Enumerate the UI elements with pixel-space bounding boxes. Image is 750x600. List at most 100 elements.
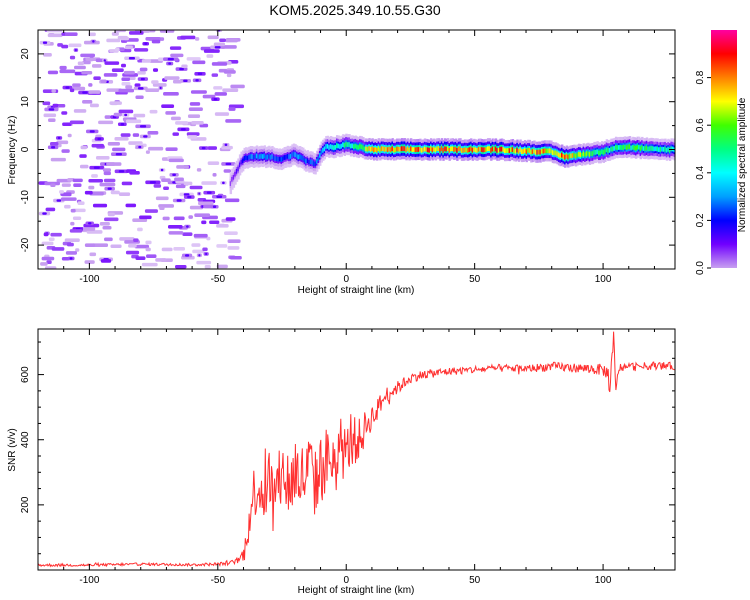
- spectrogram-y-axis-title: Frequency (Hz): [7, 116, 18, 185]
- spectrogram-track-cell: [477, 146, 481, 152]
- spectrogram-noise-cell: [181, 64, 188, 69]
- spectrogram-track-cell: [431, 147, 434, 153]
- spectrogram-track-cell: [389, 147, 393, 153]
- spectrogram-noise-core: [149, 181, 156, 184]
- spectrogram-track-cell: [457, 146, 461, 152]
- spectrogram-noise-cell: [187, 114, 201, 118]
- spectrogram-track-cell: [599, 150, 602, 156]
- spectrogram-track-cell: [514, 148, 518, 154]
- spectrogram-noise-cell: [182, 232, 193, 236]
- spectrogram-track-cell: [248, 154, 251, 160]
- spectrogram-noise-cell: [77, 201, 85, 205]
- spectrogram-noise-cell: [61, 149, 70, 153]
- spectrogram-noise-core: [124, 113, 128, 117]
- spectrogram-noise-cell: [186, 132, 200, 136]
- spectrogram-track-cell: [485, 147, 488, 152]
- spectrogram-noise-core: [51, 146, 56, 149]
- spectrogram-track-cell: [547, 148, 550, 154]
- spectrogram-track-cell: [570, 153, 573, 159]
- snr-panel: -100 -50 0 50 100 200 400 600 Height of straig…: [7, 328, 676, 596]
- spectrogram-track-cell: [369, 146, 373, 152]
- spectrogram-track-cell: [540, 148, 544, 154]
- spectrogram-track-cell: [285, 154, 288, 160]
- spectrogram-noise-cell: [73, 183, 82, 187]
- spectrogram-track-cell: [386, 147, 390, 153]
- spectrogram-noise-cell: [172, 79, 182, 84]
- spectrogram-track-cell: [564, 154, 567, 160]
- spectrogram-noise-core: [183, 193, 190, 196]
- spectrogram-track-cell: [596, 149, 599, 155]
- spectrogram-noise-cell: [79, 154, 87, 158]
- spectrogram-noise-cell: [170, 116, 181, 121]
- spectrogram-noise-cell: [72, 208, 86, 213]
- spectrogram-noise-cell: [194, 213, 211, 217]
- spectrogram-noise-cell: [62, 122, 72, 127]
- spectrogram-noise-cell: [88, 32, 96, 37]
- spectrogram-track-cell: [490, 147, 493, 153]
- colorbar-ticks: 0.0 0.2 0.4 0.6 0.8: [695, 70, 711, 275]
- spectrogram-track-cell: [295, 153, 299, 159]
- spectrogram-track-cell: [302, 155, 305, 161]
- spectrogram-track-cell: [499, 146, 502, 152]
- spectrogram-noise-cell: [129, 31, 144, 35]
- spectrogram-track-cell: [319, 152, 322, 158]
- spectrogram-noise-cell: [196, 260, 212, 265]
- spectrogram-noise-cell: [123, 70, 135, 75]
- spectrogram-track-cell: [288, 154, 291, 160]
- spectrogram-noise-cell: [45, 207, 56, 212]
- spectrogram-track-cell: [642, 146, 646, 151]
- spectrogram-track-cell: [428, 147, 431, 153]
- spectrogram-track-cell: [359, 144, 362, 149]
- spectrogram-track-cell: [614, 144, 618, 150]
- spectrogram-noise-cell: [229, 255, 242, 260]
- spectrogram-noise-cell: [114, 136, 129, 141]
- spectrogram-noise-core: [75, 48, 77, 52]
- y-tick-label: 20: [20, 48, 31, 60]
- spectrogram-noise-cell: [74, 65, 86, 70]
- spectrogram-noise-cell: [128, 76, 136, 81]
- spectrogram-noise-core: [205, 252, 208, 256]
- spectrogram-noise-cell: [173, 216, 185, 221]
- spectrogram-noise-cell: [144, 209, 158, 213]
- spectrogram-noise-cell: [201, 220, 207, 225]
- spectrogram-noise-cell: [137, 71, 146, 75]
- snr-plot-frame: [37, 328, 676, 571]
- spectrogram-track-cell: [565, 153, 569, 159]
- spectrogram-track-cell: [443, 146, 447, 152]
- spectrogram-noise-cell: [113, 112, 123, 117]
- spectrogram-track-cell: [613, 146, 616, 151]
- spectrogram-noise-cell: [80, 53, 96, 58]
- spectrogram-noise-cell: [228, 107, 236, 111]
- spectrogram-noise-cell: [88, 90, 101, 94]
- spectrogram-track-cell: [445, 146, 448, 152]
- spectrogram-track-cell: [520, 149, 524, 154]
- spectrogram-track-cell: [577, 151, 581, 157]
- spectrogram-noise-core: [42, 41, 48, 44]
- y-tick-label: 0: [20, 146, 31, 152]
- y-tick-label: -20: [20, 237, 31, 252]
- spectrogram-signal-layer: [229, 133, 675, 195]
- spectrogram-track-cell: [329, 144, 333, 149]
- spectrogram-track-cell: [241, 158, 245, 164]
- spectrogram-noise-cell: [119, 237, 135, 241]
- spectrogram-track-cell: [439, 147, 442, 153]
- spectrogram-noise-core: [187, 195, 192, 199]
- spectrogram-track-cell: [531, 149, 535, 154]
- spectrogram-noise-core: [138, 145, 142, 149]
- spectrogram-noise-cell: [50, 157, 66, 162]
- spectrogram-noise-cell: [125, 119, 142, 124]
- spectrogram-track-cell: [480, 147, 484, 152]
- spectrogram-track-cell: [429, 146, 433, 152]
- spectrogram-track-cell: [654, 146, 658, 152]
- spectrogram-noise-cell: [147, 131, 159, 135]
- spectrogram-noise-cell: [135, 256, 146, 261]
- spectrogram-noise-core: [201, 205, 204, 208]
- spectrogram-noise-cell: [72, 86, 86, 91]
- spectrogram-track-cell: [634, 145, 638, 151]
- spectrogram-track-cell: [607, 148, 610, 153]
- spectrogram-noise-core: [212, 205, 217, 208]
- spectrogram-track-cell: [528, 148, 532, 153]
- spectrogram-track-cell: [291, 152, 294, 158]
- spectrogram-track-cell: [446, 146, 450, 151]
- spectrogram-noise-core: [82, 91, 88, 94]
